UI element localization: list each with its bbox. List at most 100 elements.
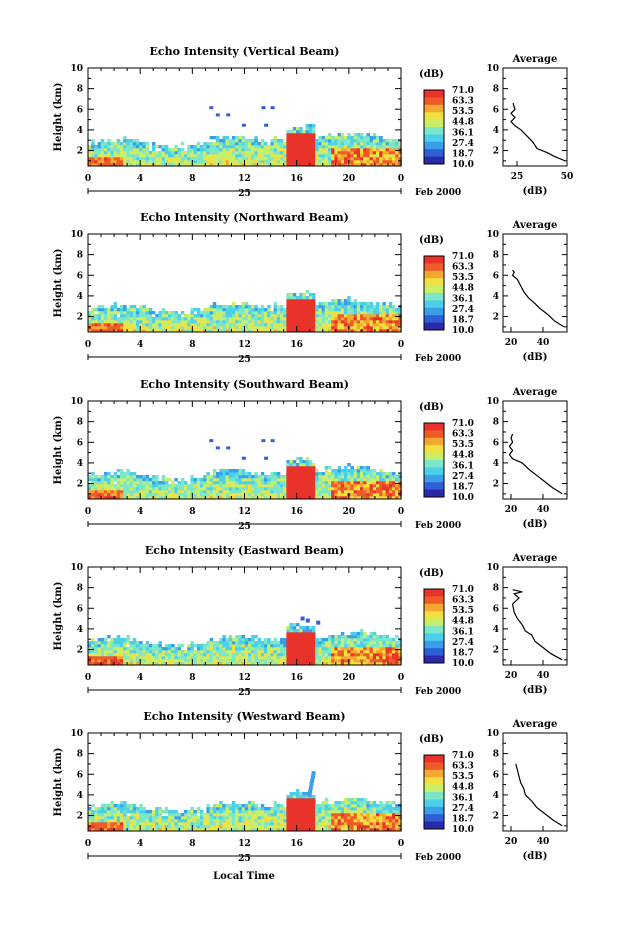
heatmap-cell <box>129 662 134 666</box>
heatmap-cell <box>244 490 249 494</box>
heatmap-cell <box>254 659 258 663</box>
heatmap-cell <box>292 472 297 476</box>
heatmap-cell <box>209 825 214 829</box>
heatmap-cell <box>161 163 166 167</box>
heatmap-cell <box>113 163 118 167</box>
heatmap-cell <box>184 487 188 491</box>
heatmap-cell <box>110 160 114 164</box>
colorbar-segment <box>424 90 444 93</box>
heatmap-cell <box>142 305 146 309</box>
heatmap-cell <box>347 311 351 315</box>
heatmap-cell <box>94 662 98 666</box>
heatmap-cell <box>110 151 114 155</box>
heatmap-cell <box>305 466 310 470</box>
heatmap-cell <box>145 662 150 666</box>
heatmap-cell <box>315 810 319 814</box>
heatmap-cell <box>286 493 290 497</box>
heatmap-cell <box>152 662 156 666</box>
colorbar-segment <box>424 758 444 762</box>
heatmap-cell <box>251 329 255 333</box>
heatmap-cell <box>104 659 108 663</box>
heatmap-cell <box>379 804 383 808</box>
heatmap-cell <box>104 816 108 820</box>
colorbar-segment <box>424 112 444 115</box>
colorbar-tick-label: 71.0 <box>452 585 474 595</box>
heatmap-cell <box>289 293 294 297</box>
heatmap-cell <box>212 650 217 654</box>
heatmap-cell <box>302 825 306 829</box>
heatmap-cell <box>257 151 262 155</box>
heatmap-cell <box>241 475 246 479</box>
heatmap-cell <box>366 133 370 137</box>
heatmap-cell <box>219 647 223 651</box>
heatmap-cell <box>97 822 102 826</box>
heatmap-cell <box>190 308 194 312</box>
heatmap-cell <box>328 317 332 321</box>
heatmap-cell <box>344 142 348 146</box>
heatmap-cell <box>100 487 105 491</box>
heatmap-cell <box>289 157 294 161</box>
colorbar-tick-label: 10.0 <box>452 160 474 170</box>
heatmap-cell <box>161 819 166 823</box>
heatmap-cell <box>328 142 332 146</box>
heatmap-cell <box>132 638 137 642</box>
heatmap-cell <box>148 650 153 654</box>
heatmap-cell <box>276 139 281 143</box>
heatmap-cell <box>238 157 242 161</box>
heatmap-cell <box>235 472 239 476</box>
heatmap-cell <box>302 139 306 143</box>
heatmap-cell <box>88 151 92 155</box>
heatmap-cell <box>328 305 332 309</box>
heatmap-cell <box>286 798 290 802</box>
heatmap-cell <box>216 160 220 164</box>
heatmap-cell <box>286 469 290 473</box>
heatmap-cell <box>283 644 287 648</box>
heatmap-cell <box>126 472 130 476</box>
heatmap-cell <box>244 326 249 330</box>
heatmap-cell <box>395 487 399 491</box>
heatmap-cell <box>257 484 262 488</box>
heatmap-cell <box>139 154 143 158</box>
heatmap-cell <box>228 647 233 651</box>
heatmap-cell <box>292 496 297 500</box>
heatmap-cell <box>273 320 278 324</box>
y-tick-label: 4 <box>77 126 83 136</box>
heatmap-cell <box>88 656 92 660</box>
heatmap-cell <box>187 484 191 488</box>
heatmap-cell <box>161 653 166 657</box>
heatmap-cell <box>260 323 265 327</box>
heatmap-cell <box>152 813 156 817</box>
heatmap-cell <box>148 656 153 660</box>
heatmap-cell <box>398 160 402 164</box>
heatmap-cell <box>308 638 313 642</box>
heatmap-cell <box>296 157 300 161</box>
heatmap-cell <box>97 647 102 651</box>
avg-frame <box>502 400 568 500</box>
heatmap-cell <box>209 157 214 161</box>
colorbar-segment <box>424 603 444 607</box>
colorbar-segment <box>424 106 444 109</box>
heatmap-cell <box>152 819 156 823</box>
heatmap-cell <box>376 819 380 823</box>
heatmap-cell <box>273 305 278 309</box>
heatmap-cell <box>324 487 329 491</box>
heatmap-cell <box>257 641 262 645</box>
heatmap-cell <box>267 305 271 309</box>
heatmap-cell <box>94 151 98 155</box>
heatmap-cell <box>219 828 223 832</box>
heatmap-cell <box>302 662 306 666</box>
heatmap-cell <box>126 638 130 642</box>
heatmap-cell <box>312 154 316 158</box>
heatmap-cell <box>392 490 396 494</box>
heatmap-cell <box>302 807 306 811</box>
heatmap-cell <box>276 329 281 333</box>
heatmap-cell <box>366 653 370 657</box>
heatmap-cell <box>366 822 370 826</box>
heatmap-cell <box>203 478 207 482</box>
heatmap-cell <box>136 822 140 826</box>
heatmap-cell <box>209 323 214 327</box>
heatmap-cell <box>232 816 236 820</box>
heatmap-cell <box>366 329 370 333</box>
heatmap-cell <box>331 472 335 476</box>
colorbar-segment <box>424 773 444 776</box>
